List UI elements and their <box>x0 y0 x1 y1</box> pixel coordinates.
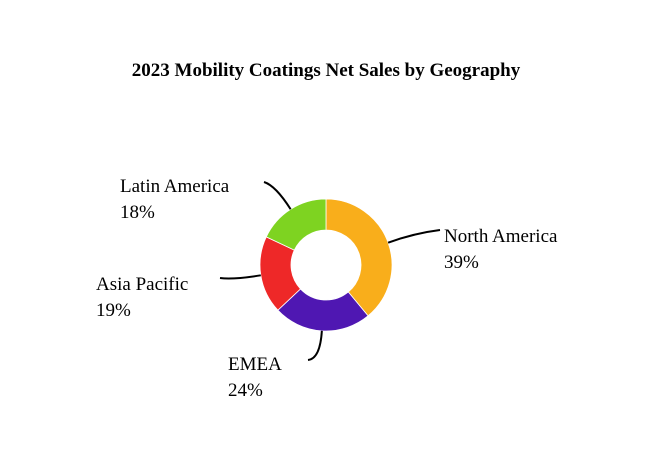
slice-category-latin-america: Latin America <box>120 176 230 197</box>
slice-category-emea: EMEA <box>228 354 282 375</box>
slice-north-america <box>325 198 393 317</box>
slice-label-north-america: North America 39% <box>444 224 557 276</box>
chart-title: 2023 Mobility Coatings Net Sales by Geog… <box>131 60 521 81</box>
leader-line-emea <box>307 330 323 361</box>
leader-line-north-america <box>387 229 441 244</box>
slice-category-north-america: North America <box>444 226 558 247</box>
slice-label-latin-america: Latin America 18% <box>120 174 229 226</box>
slice-label-emea: EMEA 24% <box>228 352 282 404</box>
slice-value-latin-america: 18% <box>120 202 155 223</box>
leader-line-asia-pacific <box>219 274 261 280</box>
slice-label-asia-pacific: Asia Pacific 19% <box>96 272 188 324</box>
slice-value-north-america: 39% <box>444 252 479 273</box>
slice-value-emea: 24% <box>228 380 263 401</box>
slice-latin-america <box>265 198 327 251</box>
slice-category-asia-pacific: Asia Pacific <box>96 274 189 295</box>
slice-value-asia-pacific: 19% <box>96 300 131 321</box>
leader-line-latin-america <box>263 181 292 210</box>
